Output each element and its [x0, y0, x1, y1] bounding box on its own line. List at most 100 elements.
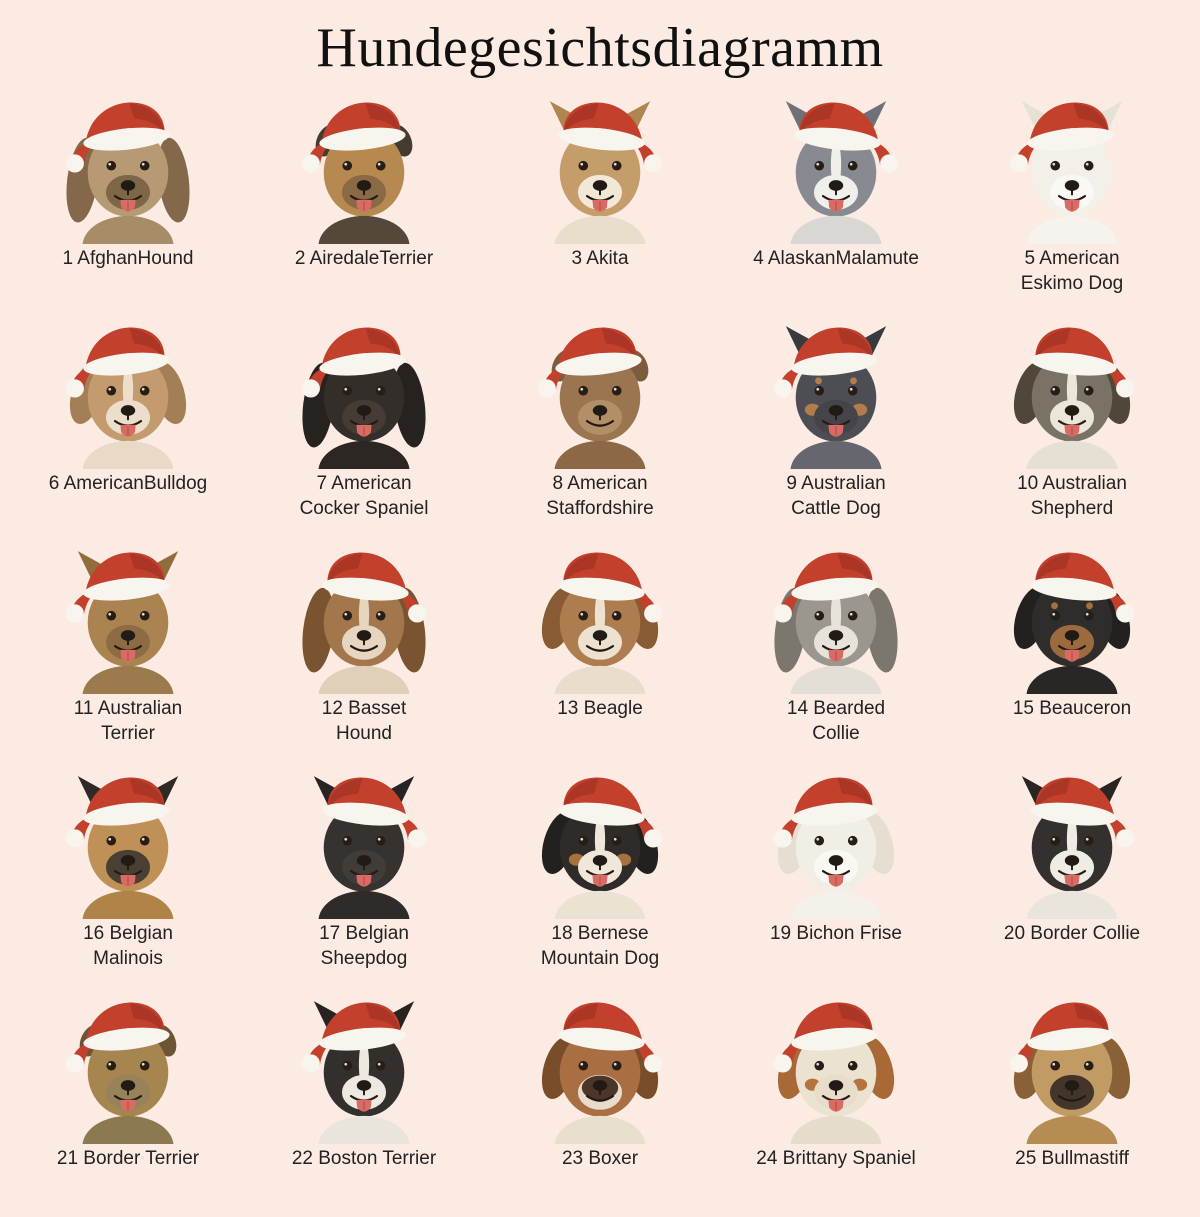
dog-portrait-illustration: [301, 327, 426, 469]
dog-label-line: 5 American: [1024, 247, 1120, 269]
dog-label: 23 Boxer: [562, 1146, 638, 1171]
santa-hat: [1030, 777, 1135, 848]
santa-hat: [558, 1002, 663, 1073]
dog-label-line: Eskimo Dog: [1020, 273, 1124, 295]
dog-label-line: 4 AlaskanMalamute: [753, 247, 919, 269]
dog-portrait-illustration: [537, 327, 649, 469]
dog-label-line: Collie: [812, 723, 860, 745]
santa-hat: [773, 1002, 878, 1073]
dog-cell: 6 AmericanBulldog: [10, 317, 246, 542]
santa-hat: [558, 552, 663, 623]
dog-portrait-illustration: [1009, 100, 1123, 244]
dog-cell: 10 Australian Shepherd: [954, 317, 1190, 542]
dog-portrait-illustration: [65, 327, 187, 469]
dog-portrait-illustration: [65, 102, 190, 244]
dog-label-line: Sheepdog: [320, 948, 408, 970]
santa-hat: [1009, 1002, 1114, 1073]
dog-portrait-illustration: [65, 1002, 177, 1144]
santa-hat: [65, 1002, 170, 1073]
dog-portrait-illustration: [1013, 552, 1135, 694]
dog-label-line: 12 Basset: [321, 697, 407, 719]
santa-hat: [1030, 552, 1135, 623]
dog-portrait-illustration: [301, 1000, 415, 1144]
dog-cell: 4 AlaskanMalamute: [718, 92, 954, 317]
dog-cell: 8 American Staffordshire: [482, 317, 718, 542]
dog-portrait-illustration: [773, 325, 887, 469]
dog-portrait-illustration: [773, 552, 898, 694]
dog-label: 1 AfghanHound: [62, 246, 193, 271]
dog-portrait-illustration: [1009, 1002, 1131, 1144]
dog-cell: 7 American Cocker Spaniel: [246, 317, 482, 542]
dog-label-line: 7 American: [316, 472, 412, 494]
dog-label-line: 10 Australian: [1017, 472, 1127, 494]
dog-label: 24 Brittany Spaniel: [756, 1146, 916, 1171]
dog-label: 6 AmericanBulldog: [49, 471, 207, 496]
dog-label: 13 Beagle: [557, 696, 643, 721]
dog-label-line: 19 Bichon Frise: [769, 922, 902, 944]
dog-label-line: 25 Bullmastiff: [1015, 1147, 1129, 1169]
dog-portrait-illustration: [773, 1002, 895, 1144]
santa-hat: [322, 552, 427, 623]
santa-hat: [773, 327, 878, 398]
dog-label: 4 AlaskanMalamute: [753, 246, 919, 271]
santa-hat: [773, 777, 878, 848]
dog-portrait-illustration: [65, 550, 179, 694]
dog-label-line: Malinois: [93, 948, 163, 970]
dog-label-line: Cocker Spaniel: [299, 498, 429, 520]
dog-label-line: Hound: [336, 723, 392, 745]
dog-label: 17 Belgian Sheepdog: [319, 921, 409, 972]
dog-label: 15 Beauceron: [1013, 696, 1131, 721]
dog-label-line: 18 Bernese: [551, 922, 649, 944]
dog-portrait-illustration: [302, 552, 427, 694]
dog-label-line: Mountain Dog: [540, 948, 660, 970]
dog-cell: 24 Brittany Spaniel: [718, 992, 954, 1217]
dog-label-line: 13 Beagle: [557, 697, 643, 719]
santa-hat: [301, 327, 406, 398]
dog-portrait-illustration: [1021, 775, 1135, 919]
dog-label-line: Shepherd: [1030, 498, 1114, 520]
dog-cell: 19 Bichon Frise: [718, 767, 954, 992]
santa-hat: [322, 777, 427, 848]
dog-cell: 5 American Eskimo Dog: [954, 92, 1190, 317]
dog-label-line: 11 Australian: [73, 697, 183, 719]
dog-portrait-illustration: [65, 775, 179, 919]
dog-label-line: 6 AmericanBulldog: [48, 472, 208, 494]
dog-cell: 11 Australian Terrier: [10, 542, 246, 767]
dog-label: 12 Basset Hound: [322, 696, 407, 747]
page-title: Hundegesichtsdiagramm: [316, 17, 884, 79]
dog-label-line: 9 Australian: [786, 472, 886, 494]
dog-label-line: 3 Akita: [571, 247, 629, 269]
santa-hat: [65, 327, 170, 398]
dog-cell: 22 Boston Terrier: [246, 992, 482, 1217]
dog-label: 2 AiredaleTerrier: [295, 246, 433, 271]
dog-label: 16 Belgian Malinois: [83, 921, 173, 972]
dog-label-line: Cattle Dog: [791, 498, 881, 520]
dog-cell: 23 Boxer: [482, 992, 718, 1217]
dog-cell: 12 Basset Hound: [246, 542, 482, 767]
dog-label-line: 22 Boston Terrier: [291, 1147, 437, 1169]
dog-label: 21 Border Terrier: [57, 1146, 199, 1171]
santa-hat: [558, 102, 663, 173]
dog-portrait-illustration: [541, 1002, 663, 1144]
dog-label-line: 15 Beauceron: [1012, 697, 1132, 719]
dog-cell: 21 Border Terrier: [10, 992, 246, 1217]
dog-label-line: 24 Brittany Spaniel: [756, 1147, 916, 1169]
santa-hat: [65, 552, 170, 623]
santa-hat: [537, 327, 642, 398]
dog-cell: 14 Bearded Collie: [718, 542, 954, 767]
dog-label-line: Terrier: [101, 723, 155, 745]
dog-label-line: Staffordshire: [546, 498, 654, 520]
dog-cell: 20 Border Collie: [954, 767, 1190, 992]
dog-label: 18 Bernese Mountain Dog: [541, 921, 659, 972]
dog-label: 14 Bearded Collie: [787, 696, 885, 747]
dog-label: 25 Bullmastiff: [1015, 1146, 1129, 1171]
dog-grid: 1 AfghanHound 2 AiredaleTerrier 3 Akita …: [0, 92, 1200, 1217]
dog-portrait-illustration: [301, 102, 413, 244]
dog-portrait-illustration: [785, 100, 899, 244]
dog-cell: 18 Bernese Mountain Dog: [482, 767, 718, 992]
dog-label: 7 American Cocker Spaniel: [300, 471, 429, 522]
dog-label: 8 American Staffordshire: [546, 471, 653, 522]
santa-hat: [1030, 327, 1135, 398]
dog-portrait-illustration: [541, 552, 663, 694]
dog-label-line: 20 Border Collie: [1003, 922, 1141, 944]
